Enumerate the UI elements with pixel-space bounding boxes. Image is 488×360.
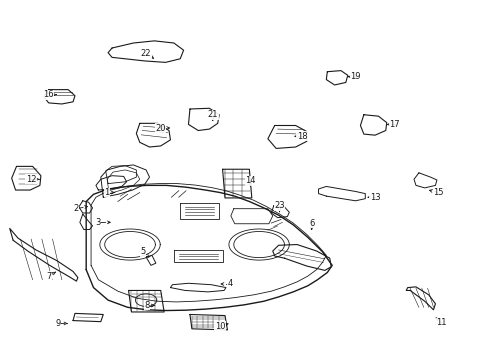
Text: 5: 5 [140,247,145,256]
Text: 7: 7 [46,271,51,280]
Text: 1: 1 [104,188,109,197]
Text: 2: 2 [74,204,79,213]
Text: 4: 4 [227,279,232,288]
Text: 15: 15 [432,188,443,197]
Text: 22: 22 [141,49,151,58]
Text: 9: 9 [56,319,61,328]
Text: 11: 11 [436,318,446,327]
Text: 10: 10 [214,322,225,331]
Text: 19: 19 [349,72,360,81]
Text: 16: 16 [43,90,54,99]
Text: 18: 18 [296,132,306,141]
Text: 23: 23 [274,201,285,210]
Text: 6: 6 [308,219,314,228]
Text: 13: 13 [369,193,380,202]
Text: 8: 8 [144,301,149,310]
Text: 12: 12 [26,175,36,184]
Text: 17: 17 [388,120,399,129]
Text: 14: 14 [244,176,255,185]
Text: 21: 21 [207,110,218,119]
Text: 20: 20 [155,123,165,132]
Text: 3: 3 [96,218,101,227]
